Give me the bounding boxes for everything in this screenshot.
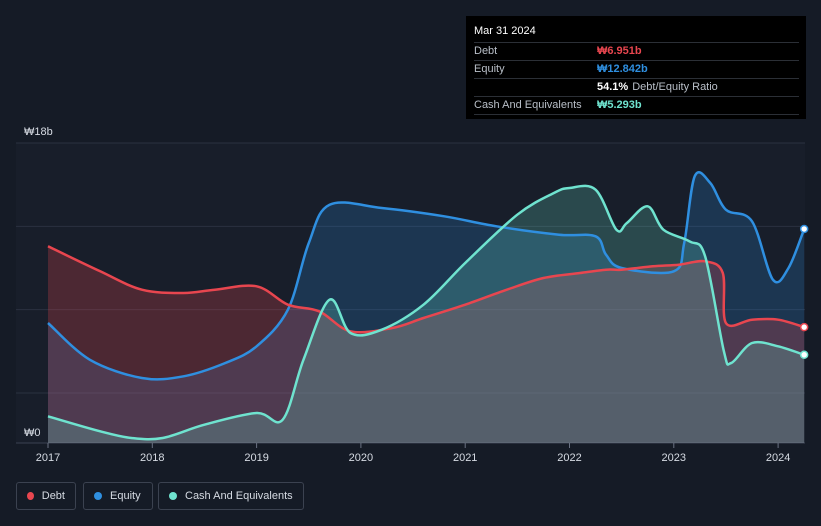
- tooltip-ratio-value: 54.1%: [597, 81, 629, 93]
- x-tick-label: 2018: [140, 452, 164, 464]
- line-cash: [47, 184, 805, 441]
- x-tick-label: 2020: [349, 452, 373, 464]
- end-marker-cash: [799, 350, 809, 360]
- y-axis-labels: ₩0 ₩18b: [24, 126, 53, 439]
- tooltip-debt-label: Debt: [474, 45, 498, 57]
- tooltip-cash-value: ₩5.293b: [597, 99, 642, 111]
- y-tick-label: ₩18b: [24, 126, 53, 138]
- end-marker-equity: [799, 224, 809, 234]
- chart-areas: [48, 172, 805, 443]
- equity-dot-icon: [94, 492, 102, 500]
- line-equity: [47, 171, 806, 381]
- tooltip-date: Mar 31 2024: [474, 25, 536, 37]
- legend-equity-label: Equity: [110, 490, 141, 502]
- tooltip-equity-value: ₩12.842b: [597, 63, 648, 75]
- x-axis-labels: 2017 2018 2019 2020 2021 2022 2023 2024: [36, 443, 790, 464]
- tooltip-equity-label: Equity: [474, 63, 505, 75]
- tooltip-row-cash: Cash And Equivalents ₩5.293b: [474, 96, 799, 115]
- x-tick-label: 2022: [557, 452, 581, 464]
- tooltip-ratio-label: [474, 79, 597, 96]
- chart-end-markers: [799, 224, 809, 360]
- line-debt: [47, 245, 805, 334]
- chart-grid: [16, 142, 805, 444]
- debt-dot-icon: [27, 492, 34, 500]
- area-debt: [48, 246, 805, 443]
- x-tick-label: 2023: [662, 452, 686, 464]
- chart-lines: [47, 171, 806, 441]
- tooltip-cash-label: Cash And Equivalents: [474, 99, 582, 111]
- end-marker-debt: [799, 322, 809, 332]
- x-tick-label: 2017: [36, 452, 60, 464]
- x-tick-label: 2024: [766, 452, 790, 464]
- x-tick-label: 2019: [244, 452, 268, 464]
- y-tick-label: ₩0: [24, 427, 41, 439]
- area-equity: [48, 172, 805, 443]
- legend-cash-label: Cash And Equivalents: [185, 490, 293, 502]
- tooltip-row-debt: Debt ₩6.951b: [474, 42, 799, 60]
- x-tick-label: 2021: [453, 452, 477, 464]
- area-cash: [48, 185, 805, 443]
- legend-debt-label: Debt: [41, 490, 65, 502]
- legend-item-equity[interactable]: Equity: [83, 482, 153, 510]
- legend-item-debt[interactable]: Debt: [16, 482, 76, 510]
- cash-dot-icon: [169, 492, 177, 500]
- tooltip-row-ratio: 54.1% Debt/Equity Ratio: [474, 78, 799, 96]
- data-tooltip: Mar 31 2024 Debt ₩6.951b Equity ₩12.842b…: [466, 16, 806, 119]
- tooltip-debt-value: ₩6.951b: [597, 45, 642, 57]
- tooltip-ratio-note: Debt/Equity Ratio: [632, 81, 718, 93]
- legend-item-cash[interactable]: Cash And Equivalents: [158, 482, 304, 510]
- tooltip-row-equity: Equity ₩12.842b: [474, 60, 799, 78]
